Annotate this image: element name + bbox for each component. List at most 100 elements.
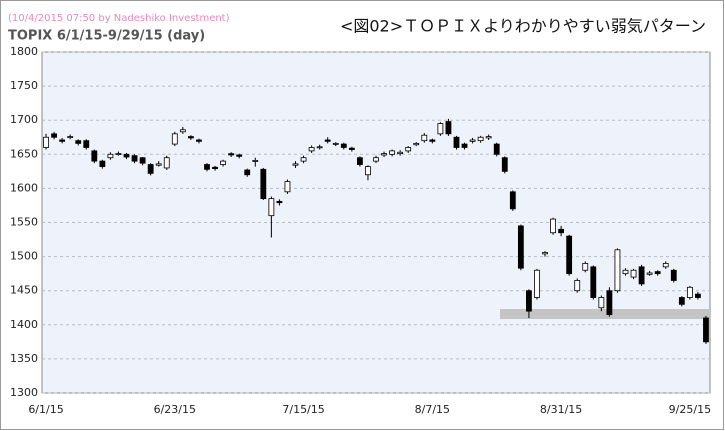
candle-body [59, 139, 66, 142]
candle-body [332, 142, 339, 145]
candle-body [429, 139, 436, 142]
candle-body [485, 136, 492, 139]
candle-body [630, 269, 637, 278]
candle-body [131, 155, 138, 162]
candle-body [163, 157, 170, 169]
y-tick-label: 1750 [10, 79, 38, 92]
x-tick-label: 7/15/15 [282, 403, 324, 416]
candle-body [324, 139, 331, 142]
y-tick-label: 1350 [10, 352, 38, 365]
candle-body [171, 133, 178, 145]
candle-body [75, 140, 82, 144]
support-band [500, 309, 710, 319]
candle-body [469, 139, 476, 142]
candle-body [397, 151, 404, 155]
candle-body [662, 263, 669, 268]
candle-body [654, 271, 661, 275]
candle-body [582, 263, 589, 271]
candle-body [445, 121, 452, 135]
candle-body [638, 266, 645, 285]
candle-body [534, 269, 540, 298]
candle-body [276, 200, 283, 204]
candle-body [695, 293, 701, 298]
credit: (10/4/2015 07:50 by Nadeshiko Investment… [8, 13, 230, 24]
candle-body [236, 154, 243, 157]
candle-body [244, 169, 251, 176]
candle-body [614, 249, 621, 292]
candle-body [348, 147, 355, 150]
candle-body [155, 163, 162, 166]
candle-body [405, 147, 412, 152]
candle-body [389, 150, 395, 155]
candle-body [357, 157, 363, 165]
x-tick-label: 8/31/15 [540, 403, 582, 416]
candle-body [437, 123, 444, 135]
candle-body [542, 252, 548, 255]
candle-body [566, 235, 573, 275]
candle-body [501, 157, 508, 172]
candle-body [187, 136, 194, 139]
x-tick-label: 8/7/15 [415, 403, 450, 416]
y-tick-label: 1600 [10, 181, 38, 194]
y-tick-label: 1400 [10, 318, 38, 331]
candle-body [308, 147, 315, 152]
candle-body [220, 160, 226, 165]
y-tick-label: 1700 [10, 113, 38, 126]
y-tick-label: 1800 [10, 45, 38, 58]
candle-body [67, 136, 74, 138]
candle-body [381, 153, 387, 156]
candle-body [678, 297, 685, 305]
candle-body [147, 164, 154, 174]
candle-body [340, 143, 347, 148]
candle-body [139, 157, 146, 164]
candle-body [51, 133, 57, 138]
candle-body [373, 157, 379, 162]
y-tick-label: 1650 [10, 147, 38, 160]
candle-body [461, 143, 468, 148]
candle-body [179, 129, 186, 133]
candle-body [43, 136, 49, 148]
candle-body [590, 266, 597, 298]
candle-body [421, 134, 428, 142]
candle-body [670, 269, 677, 281]
subtitle: TOPIX 6/1/15-9/29/15 (day) [8, 29, 205, 44]
y-tick-label: 1500 [10, 250, 38, 263]
candle-body [196, 139, 202, 142]
candle-body [115, 153, 122, 156]
candle-body [365, 166, 371, 176]
candle-body [453, 136, 460, 148]
candle-body [686, 286, 693, 298]
candle-body [268, 198, 275, 217]
candle-body [228, 153, 235, 156]
candle-body [300, 157, 307, 162]
candle-body [99, 160, 106, 167]
candle-body [292, 163, 299, 166]
y-tick-label: 1300 [10, 386, 38, 399]
y-tick-label: 1450 [10, 284, 38, 297]
candle-body [252, 160, 259, 162]
candle-body [83, 140, 90, 148]
plot-area [41, 51, 711, 394]
x-tick-label: 9/25/15 [669, 403, 711, 416]
candle-body [606, 290, 613, 315]
candle-body [646, 272, 653, 275]
candle-body [509, 191, 516, 210]
candle-body [284, 181, 291, 193]
candle-body [703, 317, 709, 343]
candle-body [91, 150, 98, 162]
candle-body [517, 225, 524, 269]
candle-body [598, 297, 605, 309]
candle-body [260, 168, 267, 200]
candle-body [477, 136, 484, 142]
candle-body [550, 218, 556, 234]
candle-body [526, 290, 532, 312]
candle-body [212, 166, 218, 170]
candle-body [204, 164, 210, 170]
x-tick-label: 6/1/15 [28, 403, 63, 416]
candle-body [107, 153, 114, 159]
x-tick-label: 6/23/15 [154, 403, 196, 416]
candle-body [493, 143, 500, 155]
candle-body [574, 280, 581, 292]
chart-title: <図02>ＴＯＰＩＸよりわかりやすい弱気パターン [340, 17, 706, 36]
